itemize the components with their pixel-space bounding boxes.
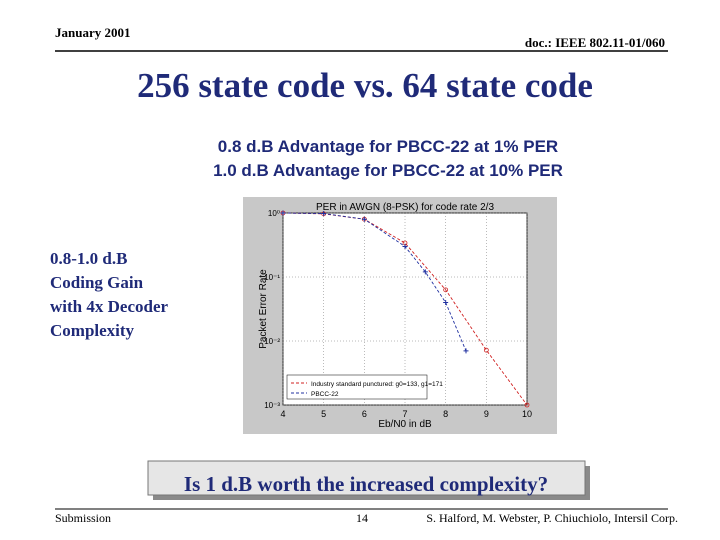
point bbox=[280, 210, 286, 216]
bullet: 0.8 d.B Advantage for PBCC-22 at 1% PER bbox=[218, 137, 558, 156]
y-tick-label: 10⁻² bbox=[264, 337, 280, 346]
point bbox=[463, 348, 469, 354]
x-tick-label: 10 bbox=[522, 409, 532, 419]
header-doc: doc.: IEEE 802.11-01/060 bbox=[525, 35, 665, 50]
footer-page: 14 bbox=[356, 511, 368, 525]
y-tick-label: 10⁰ bbox=[268, 209, 280, 218]
point bbox=[483, 347, 489, 353]
point bbox=[422, 269, 428, 275]
question: Is 1 d.B worth the increased complexity? bbox=[184, 472, 548, 496]
point bbox=[443, 299, 449, 305]
chart-title: PER in AWGN (8-PSK) for code rate 2/3 bbox=[316, 202, 494, 213]
legend-label: PBCC-22 bbox=[311, 391, 339, 398]
x-tick-label: 7 bbox=[402, 409, 407, 419]
side-text: with 4x Decoder bbox=[50, 297, 168, 316]
y-axis-label: Packet Error Rate bbox=[258, 269, 269, 349]
footer-left: Submission bbox=[55, 511, 111, 525]
x-tick-label: 4 bbox=[280, 409, 285, 419]
bullet: 1.0 d.B Advantage for PBCC-22 at 10% PER bbox=[213, 161, 563, 180]
x-tick-label: 8 bbox=[443, 409, 448, 419]
x-tick-label: 9 bbox=[484, 409, 489, 419]
point bbox=[443, 287, 449, 293]
side-text: Coding Gain bbox=[50, 273, 144, 292]
x-tick-label: 6 bbox=[362, 409, 367, 419]
side-text: 0.8-1.0 d.B bbox=[50, 249, 127, 268]
x-axis-label: Eb/N0 in dB bbox=[378, 419, 432, 430]
y-tick-label: 10⁻¹ bbox=[264, 273, 280, 282]
legend-label: Industry standard punctured: g0=133, g1=… bbox=[311, 381, 443, 388]
point bbox=[361, 216, 367, 222]
point bbox=[321, 211, 327, 217]
y-tick-label: 10⁻³ bbox=[264, 401, 280, 410]
side-text: Complexity bbox=[50, 321, 135, 340]
header-date: January 2001 bbox=[55, 25, 130, 40]
footer-right: S. Halford, M. Webster, P. Chiuchiolo, I… bbox=[426, 511, 678, 525]
slide-title: 256 state code vs. 64 state code bbox=[137, 66, 593, 105]
x-tick-label: 5 bbox=[321, 409, 326, 419]
question-box bbox=[147, 460, 586, 496]
point bbox=[524, 402, 530, 408]
chart: PER in AWGN (8-PSK) for code rate 2/3 4 5 6… bbox=[258, 202, 532, 430]
legend-box bbox=[286, 374, 428, 400]
point bbox=[402, 243, 408, 249]
